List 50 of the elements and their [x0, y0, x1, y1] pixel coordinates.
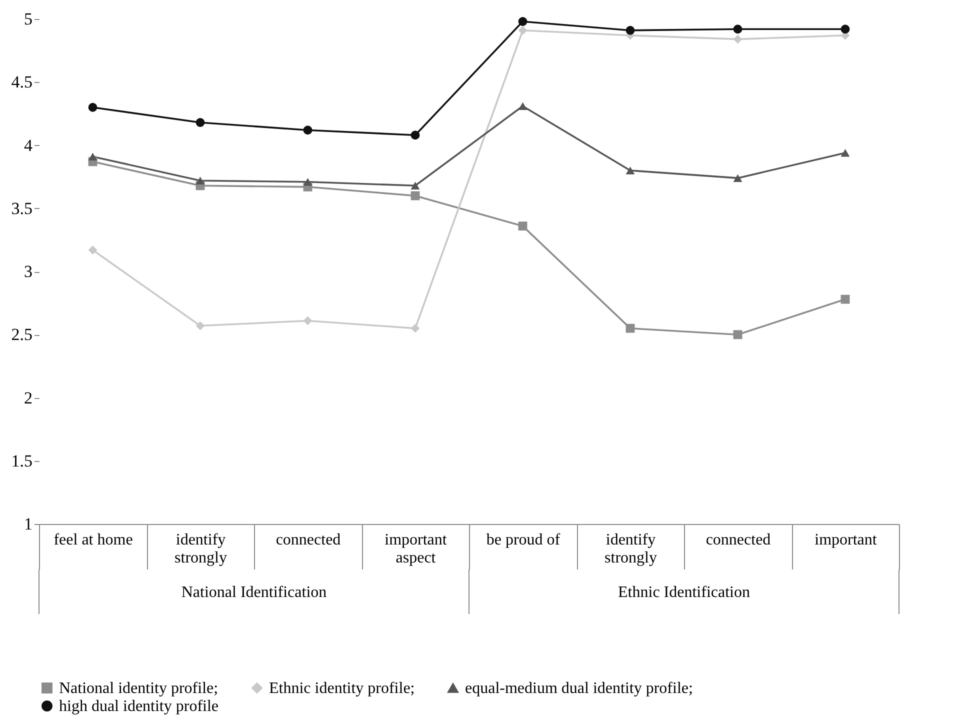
point — [88, 152, 98, 160]
point — [410, 191, 420, 200]
point — [733, 174, 742, 182]
point — [626, 166, 635, 174]
y-tick-label: 4 — [24, 136, 33, 155]
x-tick-label: connected — [276, 532, 341, 548]
point — [88, 102, 98, 112]
point — [410, 182, 420, 190]
point — [410, 130, 420, 140]
y-tick-label: 1.5 — [11, 451, 32, 470]
x-tick-label: identify strongly — [174, 532, 227, 566]
x-tick-label: feel at home — [54, 532, 133, 548]
point — [626, 324, 635, 333]
point — [303, 316, 312, 326]
point — [196, 176, 205, 184]
y-tick-label: 3.5 — [11, 198, 32, 218]
point — [840, 294, 850, 304]
point — [733, 24, 742, 34]
point — [518, 17, 528, 26]
y-tick-label: 2.5 — [11, 325, 32, 344]
point — [303, 126, 312, 135]
point — [733, 34, 742, 44]
x-tick-label: identify strongly — [604, 532, 657, 566]
point — [626, 26, 635, 35]
x-tick-label: connected — [706, 532, 771, 548]
point — [410, 324, 420, 333]
text: Ethnic Identification — [618, 584, 750, 601]
point — [196, 321, 205, 330]
point — [733, 330, 742, 340]
legend-label: Ethnic identity profile; — [269, 680, 415, 697]
y-tick-label: 2 — [24, 388, 32, 408]
point — [840, 148, 850, 157]
y-tick-label: 4.5 — [11, 72, 32, 92]
point — [518, 26, 528, 35]
y-tick-label: 3 — [24, 262, 32, 281]
point — [518, 102, 528, 110]
point — [88, 246, 98, 255]
point — [196, 118, 205, 127]
y-tick-label: 1 — [24, 514, 32, 534]
legend-label: equal-medium dual identity profile; — [465, 680, 693, 697]
legend-label: high dual identity profile — [59, 698, 219, 715]
point — [518, 222, 528, 231]
y-tick-label: 5 — [24, 10, 32, 28]
x-tick-label: important — [814, 532, 878, 548]
x-tick-label: important aspect — [384, 532, 448, 566]
legend-label: National identity profile; — [59, 680, 218, 697]
point — [840, 24, 850, 34]
point — [303, 178, 312, 186]
text: National Identification — [181, 584, 327, 601]
x-tick-label: be proud of — [486, 532, 561, 548]
